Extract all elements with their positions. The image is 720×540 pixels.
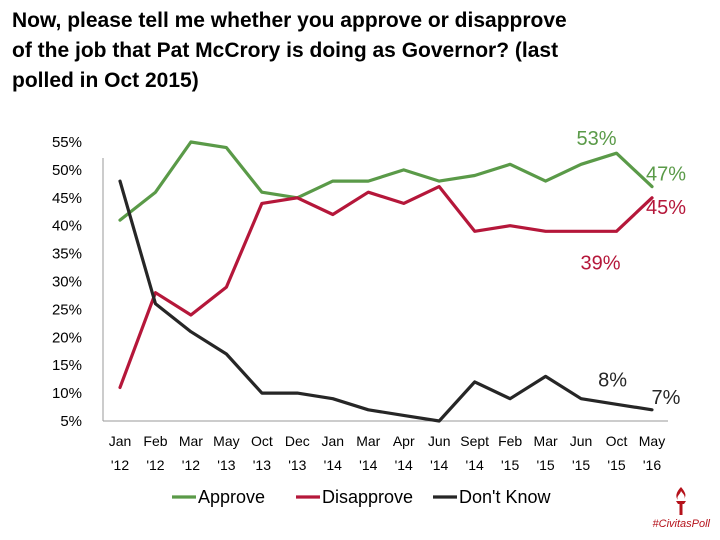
x-tick-label: Apr (393, 433, 415, 449)
legend-label: Disapprove (322, 487, 413, 507)
x-tick-year: '12 (182, 457, 200, 473)
chart-title: Now, please tell me whether you approve … (12, 9, 567, 92)
y-tick-label: 20% (52, 329, 82, 346)
data-label: 47% (646, 164, 686, 186)
legend-label: Don't Know (459, 487, 551, 507)
brand-mark: #CivitasPoll (653, 486, 710, 530)
x-tick-year: '14 (324, 457, 342, 473)
y-tick-label: 40% (52, 218, 82, 235)
y-tick-label: 30% (52, 274, 82, 291)
x-tick-label: Sept (460, 433, 489, 449)
torch-icon (676, 487, 687, 515)
y-tick-label: 5% (60, 413, 82, 430)
x-tick-label: Oct (606, 433, 628, 449)
legend-label: Approve (198, 487, 265, 507)
x-tick-label: Oct (251, 433, 273, 449)
y-tick-label: 35% (52, 246, 82, 263)
data-label: 8% (598, 369, 627, 391)
x-tick-label: Mar (179, 433, 203, 449)
y-tick-label: 50% (52, 162, 82, 179)
x-tick-year: '14 (395, 457, 413, 473)
x-tick-year: '14 (430, 457, 448, 473)
x-tick-label: Jan (322, 433, 345, 449)
x-tick-label: May (639, 433, 665, 449)
x-tick-year: '16 (643, 457, 661, 473)
y-tick-label: 45% (52, 190, 82, 207)
x-tick-label: Mar (534, 433, 558, 449)
series-line-don-t-know (118, 179, 654, 423)
x-tick-year: '14 (466, 457, 484, 473)
y-tick-label: 15% (52, 357, 82, 374)
x-tick-label: Jun (428, 433, 451, 449)
x-tick-year: '15 (607, 457, 625, 473)
x-tick-year: '13 (253, 457, 271, 473)
x-tick-year: '14 (359, 457, 377, 473)
x-tick-year: '13 (288, 457, 306, 473)
series-line-approve (118, 140, 654, 222)
x-tick-label: Jun (570, 433, 593, 449)
x-tick-label: May (213, 433, 239, 449)
x-tick-year: '12 (146, 457, 164, 473)
y-tick-label: 55% (52, 134, 82, 151)
brand-hashtag: #CivitasPoll (652, 518, 710, 530)
y-tick-label: 10% (52, 385, 82, 402)
x-tick-year: '15 (536, 457, 554, 473)
data-label: 45% (646, 197, 686, 219)
x-tick-label: Jan (109, 433, 132, 449)
data-label: 53% (577, 128, 617, 150)
data-label: 7% (652, 387, 681, 409)
x-tick-label: Mar (356, 433, 380, 449)
x-tick-label: Feb (143, 433, 167, 449)
series-line-disapprove (118, 185, 654, 390)
x-tick-year: '15 (572, 457, 590, 473)
x-tick-year: '13 (217, 457, 235, 473)
x-tick-year: '15 (501, 457, 519, 473)
data-label: 39% (581, 252, 621, 274)
x-tick-label: Feb (498, 433, 522, 449)
y-tick-label: 25% (52, 301, 82, 318)
x-tick-year: '12 (111, 457, 129, 473)
x-tick-label: Dec (285, 433, 310, 449)
